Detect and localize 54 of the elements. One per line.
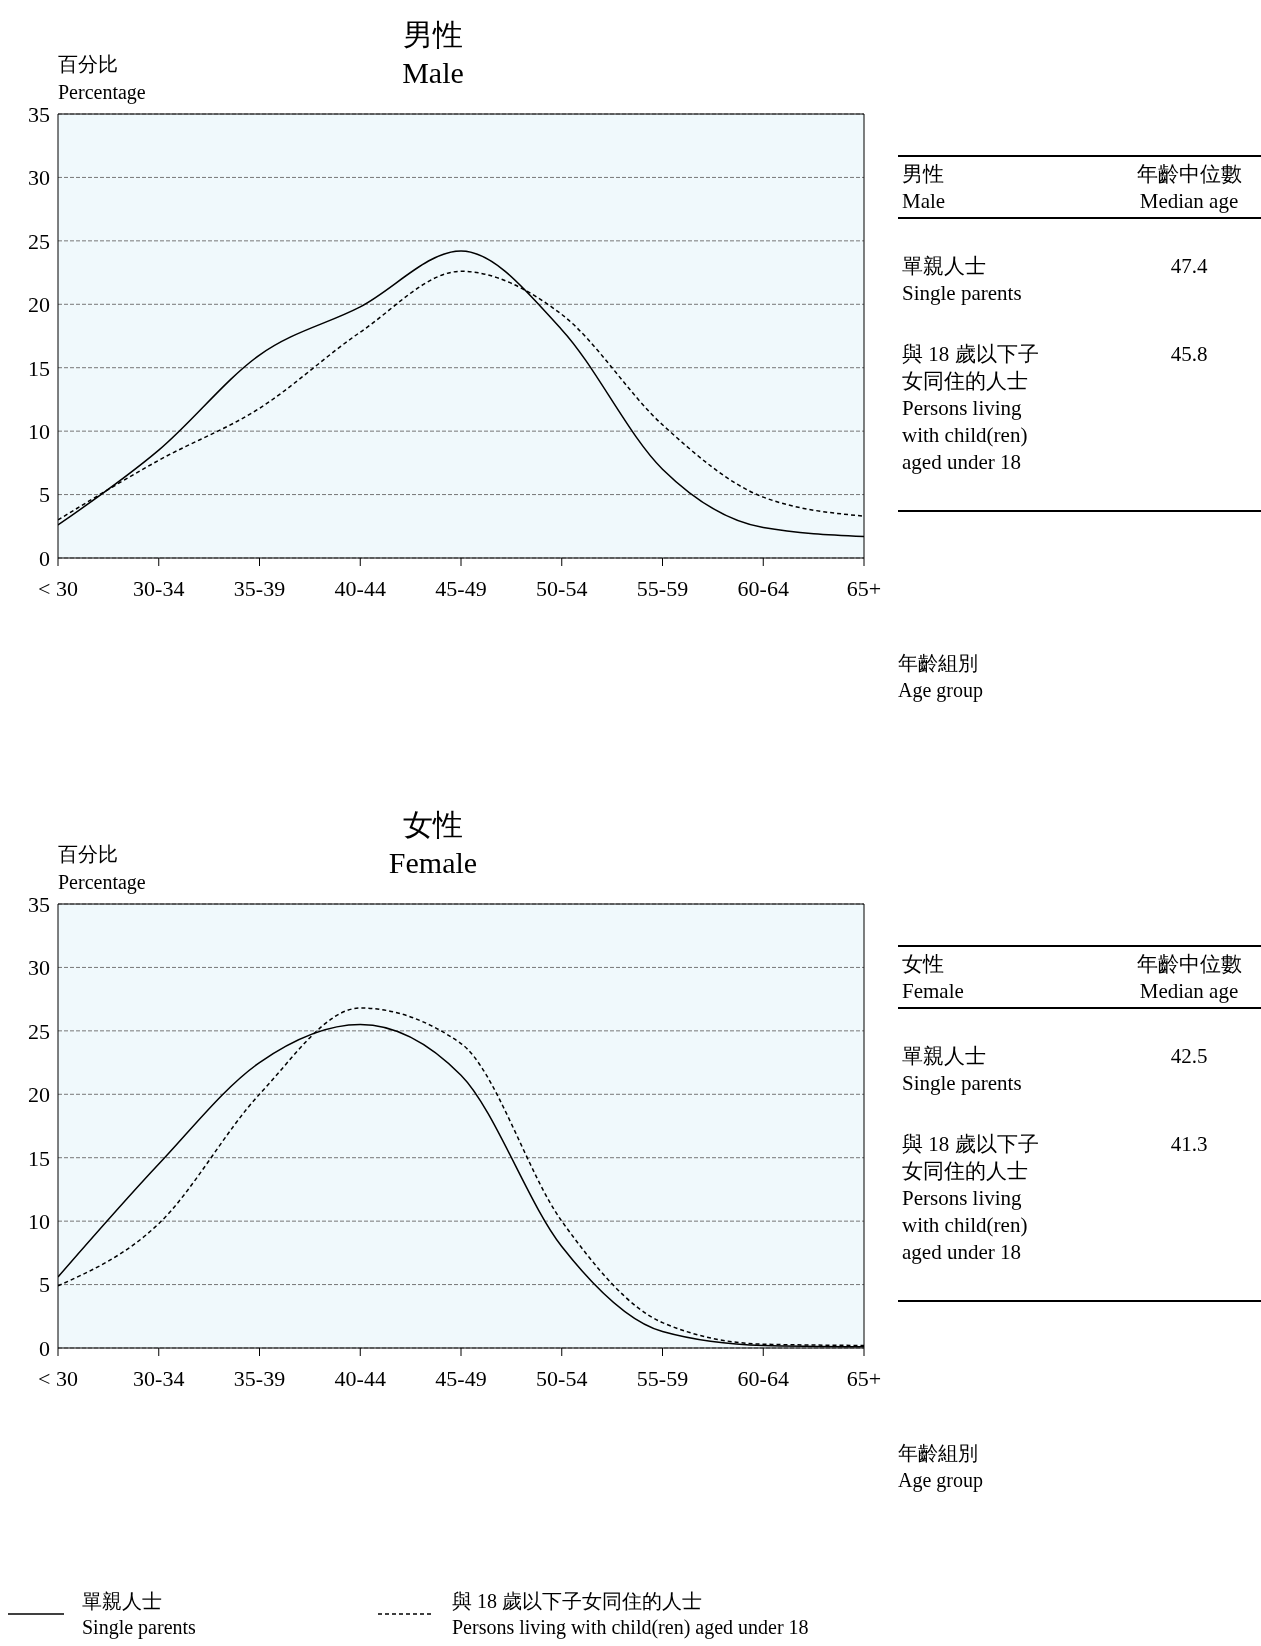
x-tick-label: 40-44 [334, 1365, 386, 1391]
x-axis-title: 年齡組別 Age group [898, 1441, 983, 1494]
x-tick-label: 65+ [846, 575, 882, 601]
chart-title: 男性 Male [401, 17, 465, 91]
x-tick-label: < 30 [38, 575, 78, 601]
text: 42.5 [1169, 1043, 1209, 1070]
text: 男性 Male [902, 161, 946, 215]
text: 與 18 歲以下子女同住的人士 Persons living with child(ren) aged under 18 [902, 341, 1040, 476]
y-tick-label: 5 [39, 482, 50, 508]
x-tick-label: 35-39 [233, 1365, 286, 1391]
x-tick-label: 55-59 [636, 575, 689, 601]
y-tick-label: 20 [28, 292, 50, 318]
y-tick-label: 5 [39, 1272, 50, 1298]
y-tick-label: 15 [28, 1145, 50, 1171]
x-tick-label: 30-34 [133, 1365, 185, 1391]
x-tick-label: 45-49 [435, 575, 487, 601]
y-tick-label: 25 [28, 228, 50, 254]
y-tick-label: 15 [28, 355, 50, 381]
y-tick-label: 10 [28, 1208, 50, 1234]
x-axis-title: 年齡組別 Age group [898, 651, 983, 704]
text: 女性 Female [902, 951, 964, 1005]
y-tick-label: 20 [28, 1082, 50, 1108]
x-tick-label: 50-54 [536, 575, 588, 601]
y-axis-title: 百分比 Percentage [58, 52, 146, 106]
text: 單親人士 Single parents [902, 253, 1023, 307]
chart-title: 女性 Female [387, 807, 479, 881]
x-tick-label: 60-64 [737, 1365, 789, 1391]
text: 47.4 [1169, 253, 1209, 280]
x-tick-label: 50-54 [536, 1365, 588, 1391]
x-tick-label: 55-59 [636, 1365, 689, 1391]
text: 年齡中位數 Median age [1135, 161, 1243, 215]
x-tick-label: 35-39 [233, 575, 286, 601]
legend-label: 單親人士 Single parents [82, 1589, 196, 1640]
y-tick-label: 30 [28, 955, 50, 981]
y-tick-label: 35 [28, 101, 50, 127]
text: 41.3 [1169, 1131, 1209, 1158]
legend-label: 與 18 歲以下子女同住的人士 Persons living with child(ren) aged under 18 [452, 1589, 809, 1640]
text: 年齡中位數 Median age [1135, 951, 1243, 1005]
text: 45.8 [1169, 341, 1209, 368]
y-tick-label: 35 [28, 891, 50, 917]
x-tick-label: 45-49 [435, 1365, 487, 1391]
y-axis-title: 百分比 Percentage [58, 842, 146, 896]
text: 單親人士 Single parents [902, 1043, 1023, 1097]
y-tick-label: 10 [28, 418, 50, 444]
text: 與 18 歲以下子女同住的人士 Persons living with child(ren) aged under 18 [902, 1131, 1040, 1266]
x-tick-label: 60-64 [737, 575, 789, 601]
y-tick-label: 30 [28, 165, 50, 191]
x-tick-label: 40-44 [334, 575, 386, 601]
y-tick-label: 25 [28, 1018, 50, 1044]
x-tick-label: 30-34 [133, 575, 185, 601]
x-tick-label: < 30 [38, 1365, 78, 1391]
y-tick-label: 0 [39, 545, 50, 571]
y-tick-label: 0 [39, 1335, 50, 1361]
x-tick-label: 65+ [846, 1365, 882, 1391]
